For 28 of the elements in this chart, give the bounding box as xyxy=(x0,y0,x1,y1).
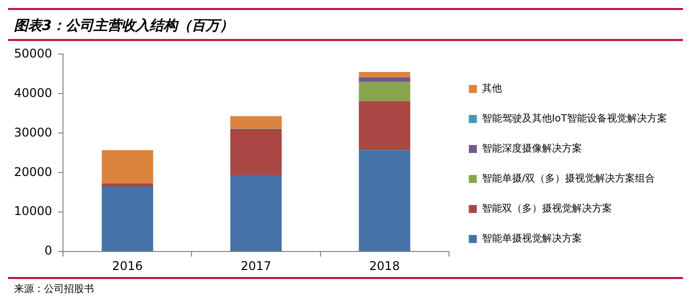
y-tick-label: 40000 xyxy=(14,86,52,100)
legend-label: 智能单摄/双（多）摄视觉解决方案组合 xyxy=(482,172,656,185)
legend-label: 智能双（多）摄视觉解决方案 xyxy=(482,202,612,215)
x-tick-label: 2018 xyxy=(369,258,400,273)
y-tick-label: 10000 xyxy=(14,204,52,218)
bar xyxy=(358,82,410,102)
bar xyxy=(230,175,282,252)
x-tick-label: 2017 xyxy=(240,258,272,273)
bar xyxy=(358,77,410,82)
y-tick-label: 20000 xyxy=(14,164,52,179)
bar xyxy=(102,186,154,252)
bar xyxy=(102,150,154,184)
x-tick-label: 2016 xyxy=(112,258,143,273)
bar xyxy=(230,128,282,176)
chart-title: 图表3：公司主营收入结构（百万） xyxy=(13,16,235,36)
bar xyxy=(102,183,154,186)
legend-label: 智能驾驶及其他IoT智能设备视觉解决方案 xyxy=(482,112,668,125)
y-tick-label: 0 xyxy=(44,244,52,258)
bar xyxy=(358,72,410,78)
legend-label: 智能深度摄像解决方案 xyxy=(482,142,582,155)
y-tick-label: 50000 xyxy=(14,46,52,60)
legend-label: 其他 xyxy=(482,82,502,95)
bar xyxy=(230,116,282,128)
y-tick-label: 30000 xyxy=(14,125,52,140)
legend-label: 智能单摄视觉解决方案 xyxy=(482,232,582,245)
bar xyxy=(358,101,410,150)
bar xyxy=(358,150,410,252)
source-note: 来源：公司招股书 xyxy=(13,282,95,297)
